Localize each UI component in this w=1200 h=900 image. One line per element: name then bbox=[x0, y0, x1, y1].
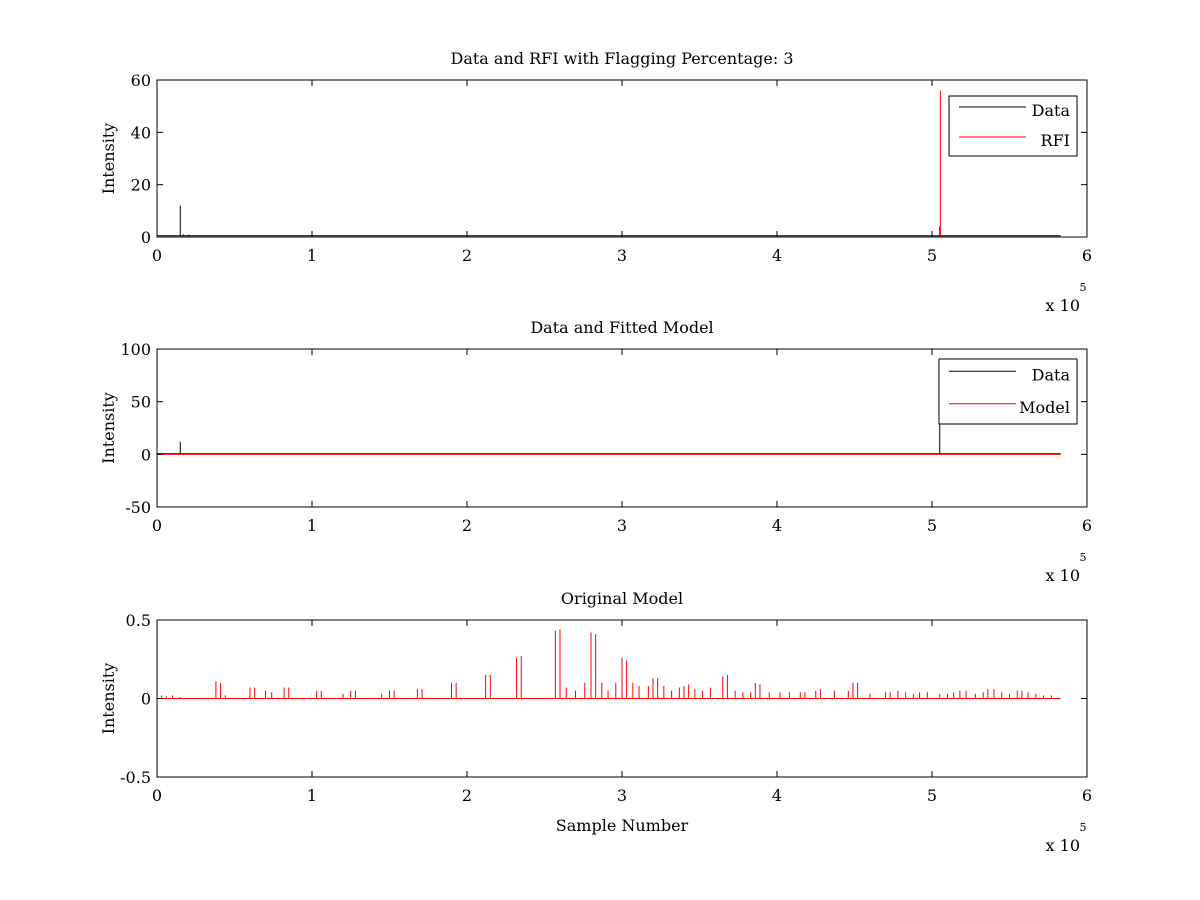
x-tick-label: 1 bbox=[307, 246, 317, 265]
x-tick-label: 1 bbox=[307, 516, 317, 535]
y-tick-label: 20 bbox=[131, 176, 151, 195]
x-tick-label: 0 bbox=[152, 516, 162, 535]
x-axis-label: Sample Number bbox=[556, 816, 689, 835]
y-tick-label: 0 bbox=[141, 228, 151, 247]
x-tick-label: 2 bbox=[462, 516, 472, 535]
legend-label: Data bbox=[1032, 365, 1071, 384]
x-tick-label: 4 bbox=[772, 246, 782, 265]
y-tick-label: -0.5 bbox=[120, 768, 151, 787]
x-multiplier-base: x 10 bbox=[1046, 296, 1080, 315]
x-tick-label: 5 bbox=[927, 246, 937, 265]
x-multiplier-exponent: 5 bbox=[1080, 821, 1087, 834]
y-tick-label: 50 bbox=[131, 393, 151, 412]
y-tick-label: 0 bbox=[141, 690, 151, 709]
x-tick-label: 3 bbox=[617, 786, 627, 805]
x-tick-label: 3 bbox=[617, 246, 627, 265]
x-tick-label: 4 bbox=[772, 516, 782, 535]
legend-box bbox=[938, 358, 1078, 425]
x-tick-label: 0 bbox=[152, 246, 162, 265]
legend-label: Model bbox=[1019, 398, 1070, 417]
x-tick-label: 5 bbox=[927, 786, 937, 805]
legend: Data Model bbox=[938, 358, 1078, 425]
x-tick-label: 2 bbox=[462, 786, 472, 805]
y-axis-label: Intensity bbox=[99, 392, 118, 464]
x-tick-label: 6 bbox=[1082, 516, 1092, 535]
series-group bbox=[157, 629, 1061, 699]
x-tick-label: 1 bbox=[307, 786, 317, 805]
x-multiplier-exponent: 5 bbox=[1080, 551, 1087, 564]
x-tick-label: 5 bbox=[927, 516, 937, 535]
axes-frame bbox=[156, 79, 1088, 238]
y-tick-label: 60 bbox=[131, 71, 151, 90]
y-tick-label: -50 bbox=[125, 498, 151, 517]
x-multiplier-base: x 10 bbox=[1046, 566, 1080, 585]
series-group bbox=[157, 418, 1061, 455]
chart-title: Data and Fitted Model bbox=[530, 318, 713, 337]
legend: Data RFI bbox=[948, 95, 1078, 157]
y-axis-label: Intensity bbox=[99, 663, 118, 735]
x-tick-label: 4 bbox=[772, 786, 782, 805]
x-multiplier-base: x 10 bbox=[1046, 836, 1080, 855]
chart-title: Original Model bbox=[561, 589, 683, 608]
legend-label: RFI bbox=[1041, 131, 1070, 150]
x-tick-label: 3 bbox=[617, 516, 627, 535]
y-tick-label: 40 bbox=[131, 123, 151, 142]
x-tick-label: 2 bbox=[462, 246, 472, 265]
x-multiplier-exponent: 5 bbox=[1080, 281, 1087, 294]
y-tick-label: 0.5 bbox=[126, 611, 151, 630]
y-tick-label: 0 bbox=[141, 445, 151, 464]
legend-label: Data bbox=[1032, 101, 1071, 120]
x-tick-label: 6 bbox=[1082, 246, 1092, 265]
y-axis-label: Intensity bbox=[99, 123, 118, 195]
y-tick-label: 100 bbox=[120, 340, 151, 359]
x-tick-label: 0 bbox=[152, 786, 162, 805]
series-group bbox=[157, 90, 1061, 238]
chart-title: Data and RFI with Flagging Percentage: 3 bbox=[450, 49, 793, 68]
legend-box bbox=[948, 95, 1078, 157]
x-tick-label: 6 bbox=[1082, 786, 1092, 805]
